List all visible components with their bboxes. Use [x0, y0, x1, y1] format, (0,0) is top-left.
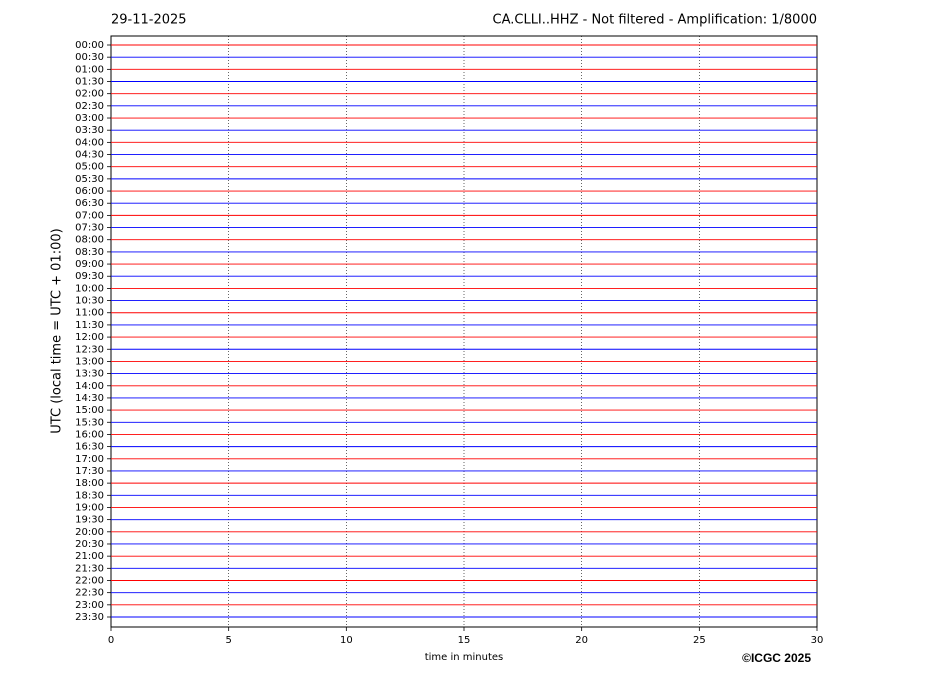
- y-tick-label: 01:00: [75, 64, 104, 75]
- y-tick-label: 03:00: [75, 113, 104, 124]
- y-tick-label: 12:30: [75, 344, 104, 355]
- y-tick-label: 21:00: [75, 551, 104, 562]
- y-tick-label: 05:00: [75, 162, 104, 173]
- credit: ©ICGC 2025: [742, 651, 811, 665]
- date: 29-11-2025: [111, 13, 187, 28]
- x-tick-label: 5: [225, 635, 231, 646]
- y-tick-label: 21:30: [75, 563, 104, 574]
- y-tick-label: 23:30: [75, 612, 104, 623]
- y-tick-label: 10:30: [75, 296, 104, 307]
- y-tick-label: 19:00: [75, 502, 104, 513]
- y-tick-label: 20:30: [75, 539, 104, 550]
- y-tick-label: 16:30: [75, 442, 104, 453]
- x-tick-label: 0: [108, 635, 114, 646]
- y-tick-label: 05:30: [75, 174, 104, 185]
- x-tick-label: 30: [811, 635, 824, 646]
- y-tick-label: 13:00: [75, 356, 104, 367]
- y-tick-label: 00:30: [75, 52, 104, 63]
- y-tick-label: 16:00: [75, 429, 104, 440]
- y-tick-label: 02:30: [75, 101, 104, 112]
- y-tick-label: 23:00: [75, 600, 104, 611]
- y-tick-label: 10:00: [75, 283, 104, 294]
- x-tick-label: 20: [575, 635, 588, 646]
- y-tick-label: 22:00: [75, 575, 104, 586]
- y-tick-label: 00:00: [75, 40, 104, 51]
- y-tick-label: 09:00: [75, 259, 104, 270]
- y-tick-label: 08:00: [75, 235, 104, 246]
- y-tick-label: 07:00: [75, 210, 104, 221]
- y-tick-label: 07:30: [75, 223, 104, 234]
- x-tick-label: 15: [458, 635, 471, 646]
- y-tick-label: 04:30: [75, 150, 104, 161]
- chart-title: CA.CLLI..HHZ - Not filtered - Amplificat…: [493, 13, 818, 28]
- y-tick-label: 01:30: [75, 77, 104, 88]
- y-tick-label: 20:00: [75, 527, 104, 538]
- x-tick-label: 25: [693, 635, 706, 646]
- y-tick-label: 04:00: [75, 137, 104, 148]
- y-tick-label: 02:00: [75, 89, 104, 100]
- y-tick-label: 22:30: [75, 588, 104, 599]
- y-tick-label: 09:30: [75, 271, 104, 282]
- y-tick-label: 17:00: [75, 454, 104, 465]
- y-tick-label: 18:30: [75, 490, 104, 501]
- y-tick-label: 15:00: [75, 405, 104, 416]
- x-tick-label: 10: [340, 635, 353, 646]
- y-tick-label: 08:30: [75, 247, 104, 258]
- y-tick-label: 17:30: [75, 466, 104, 477]
- y-axis-label: UTC (local time = UTC + 01:00): [50, 228, 65, 433]
- x-axis-label: time in minutes: [425, 652, 504, 663]
- plot-frame: [110, 35, 818, 628]
- y-tick-label: 06:00: [75, 186, 104, 197]
- y-tick-label: 11:30: [75, 320, 104, 331]
- y-tick-label: 11:00: [75, 308, 104, 319]
- y-tick-label: 19:30: [75, 515, 104, 526]
- y-tick-label: 13:30: [75, 369, 104, 380]
- y-tick-label: 14:00: [75, 381, 104, 392]
- y-tick-label: 14:30: [75, 393, 104, 404]
- y-tick-label: 12:00: [75, 332, 104, 343]
- y-tick-label: 15:30: [75, 417, 104, 428]
- y-tick-label: 06:30: [75, 198, 104, 209]
- y-tick-label: 18:00: [75, 478, 104, 489]
- y-tick-label: 03:30: [75, 125, 104, 136]
